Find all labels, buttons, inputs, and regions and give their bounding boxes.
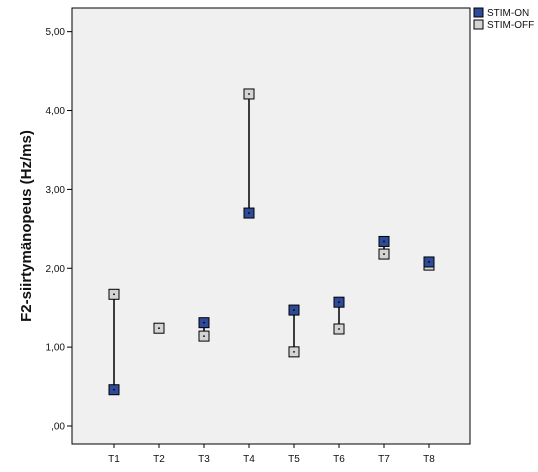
y-tick-label: 4,00 xyxy=(46,106,66,117)
y-tick-label: ,00 xyxy=(51,422,65,433)
data-point-center xyxy=(158,327,160,330)
data-point-center xyxy=(248,93,250,95)
data-point-center xyxy=(113,293,115,296)
legend-label: STIM-ON xyxy=(487,8,529,19)
y-axis: ,00 1,00 2,00 3,00 4,00 5,00 xyxy=(46,27,72,433)
data-point-center xyxy=(203,321,205,324)
x-tick-label: T1 xyxy=(108,454,120,465)
x-axis: T1 T2 T3 T4 T5 T6 T7 T8 xyxy=(108,444,435,465)
x-tick-label: T6 xyxy=(333,454,345,465)
x-tick-label: T4 xyxy=(243,454,255,465)
x-tick-label: T7 xyxy=(378,454,390,465)
data-point-center xyxy=(338,301,340,304)
legend-swatch xyxy=(473,19,484,30)
data-point-center xyxy=(338,328,340,330)
y-tick-label: 2,00 xyxy=(46,264,66,275)
y-axis-label: F2-siirtymänopeus (Hz/ms) xyxy=(18,130,35,322)
data-points xyxy=(108,88,435,396)
y-tick-label: 5,00 xyxy=(46,27,66,38)
x-tick-label: T3 xyxy=(198,454,210,465)
data-point-center xyxy=(293,309,295,311)
data-point-center xyxy=(383,240,385,243)
legend-label: STIM-OFF xyxy=(487,20,534,31)
x-tick-label: T8 xyxy=(423,454,435,465)
x-tick-label: T5 xyxy=(288,454,300,465)
data-point-center xyxy=(113,388,115,391)
y-tick-label: 3,00 xyxy=(46,185,66,196)
data-point-center xyxy=(428,261,430,263)
y-tick-label: 1,00 xyxy=(46,343,66,354)
x-tick-label: T2 xyxy=(153,454,165,465)
data-point-center xyxy=(383,253,385,255)
data-point-center xyxy=(293,350,295,353)
data-point-center xyxy=(248,212,250,214)
data-point-center xyxy=(203,335,205,337)
plot-area xyxy=(71,7,471,445)
legend-swatch xyxy=(473,7,484,18)
